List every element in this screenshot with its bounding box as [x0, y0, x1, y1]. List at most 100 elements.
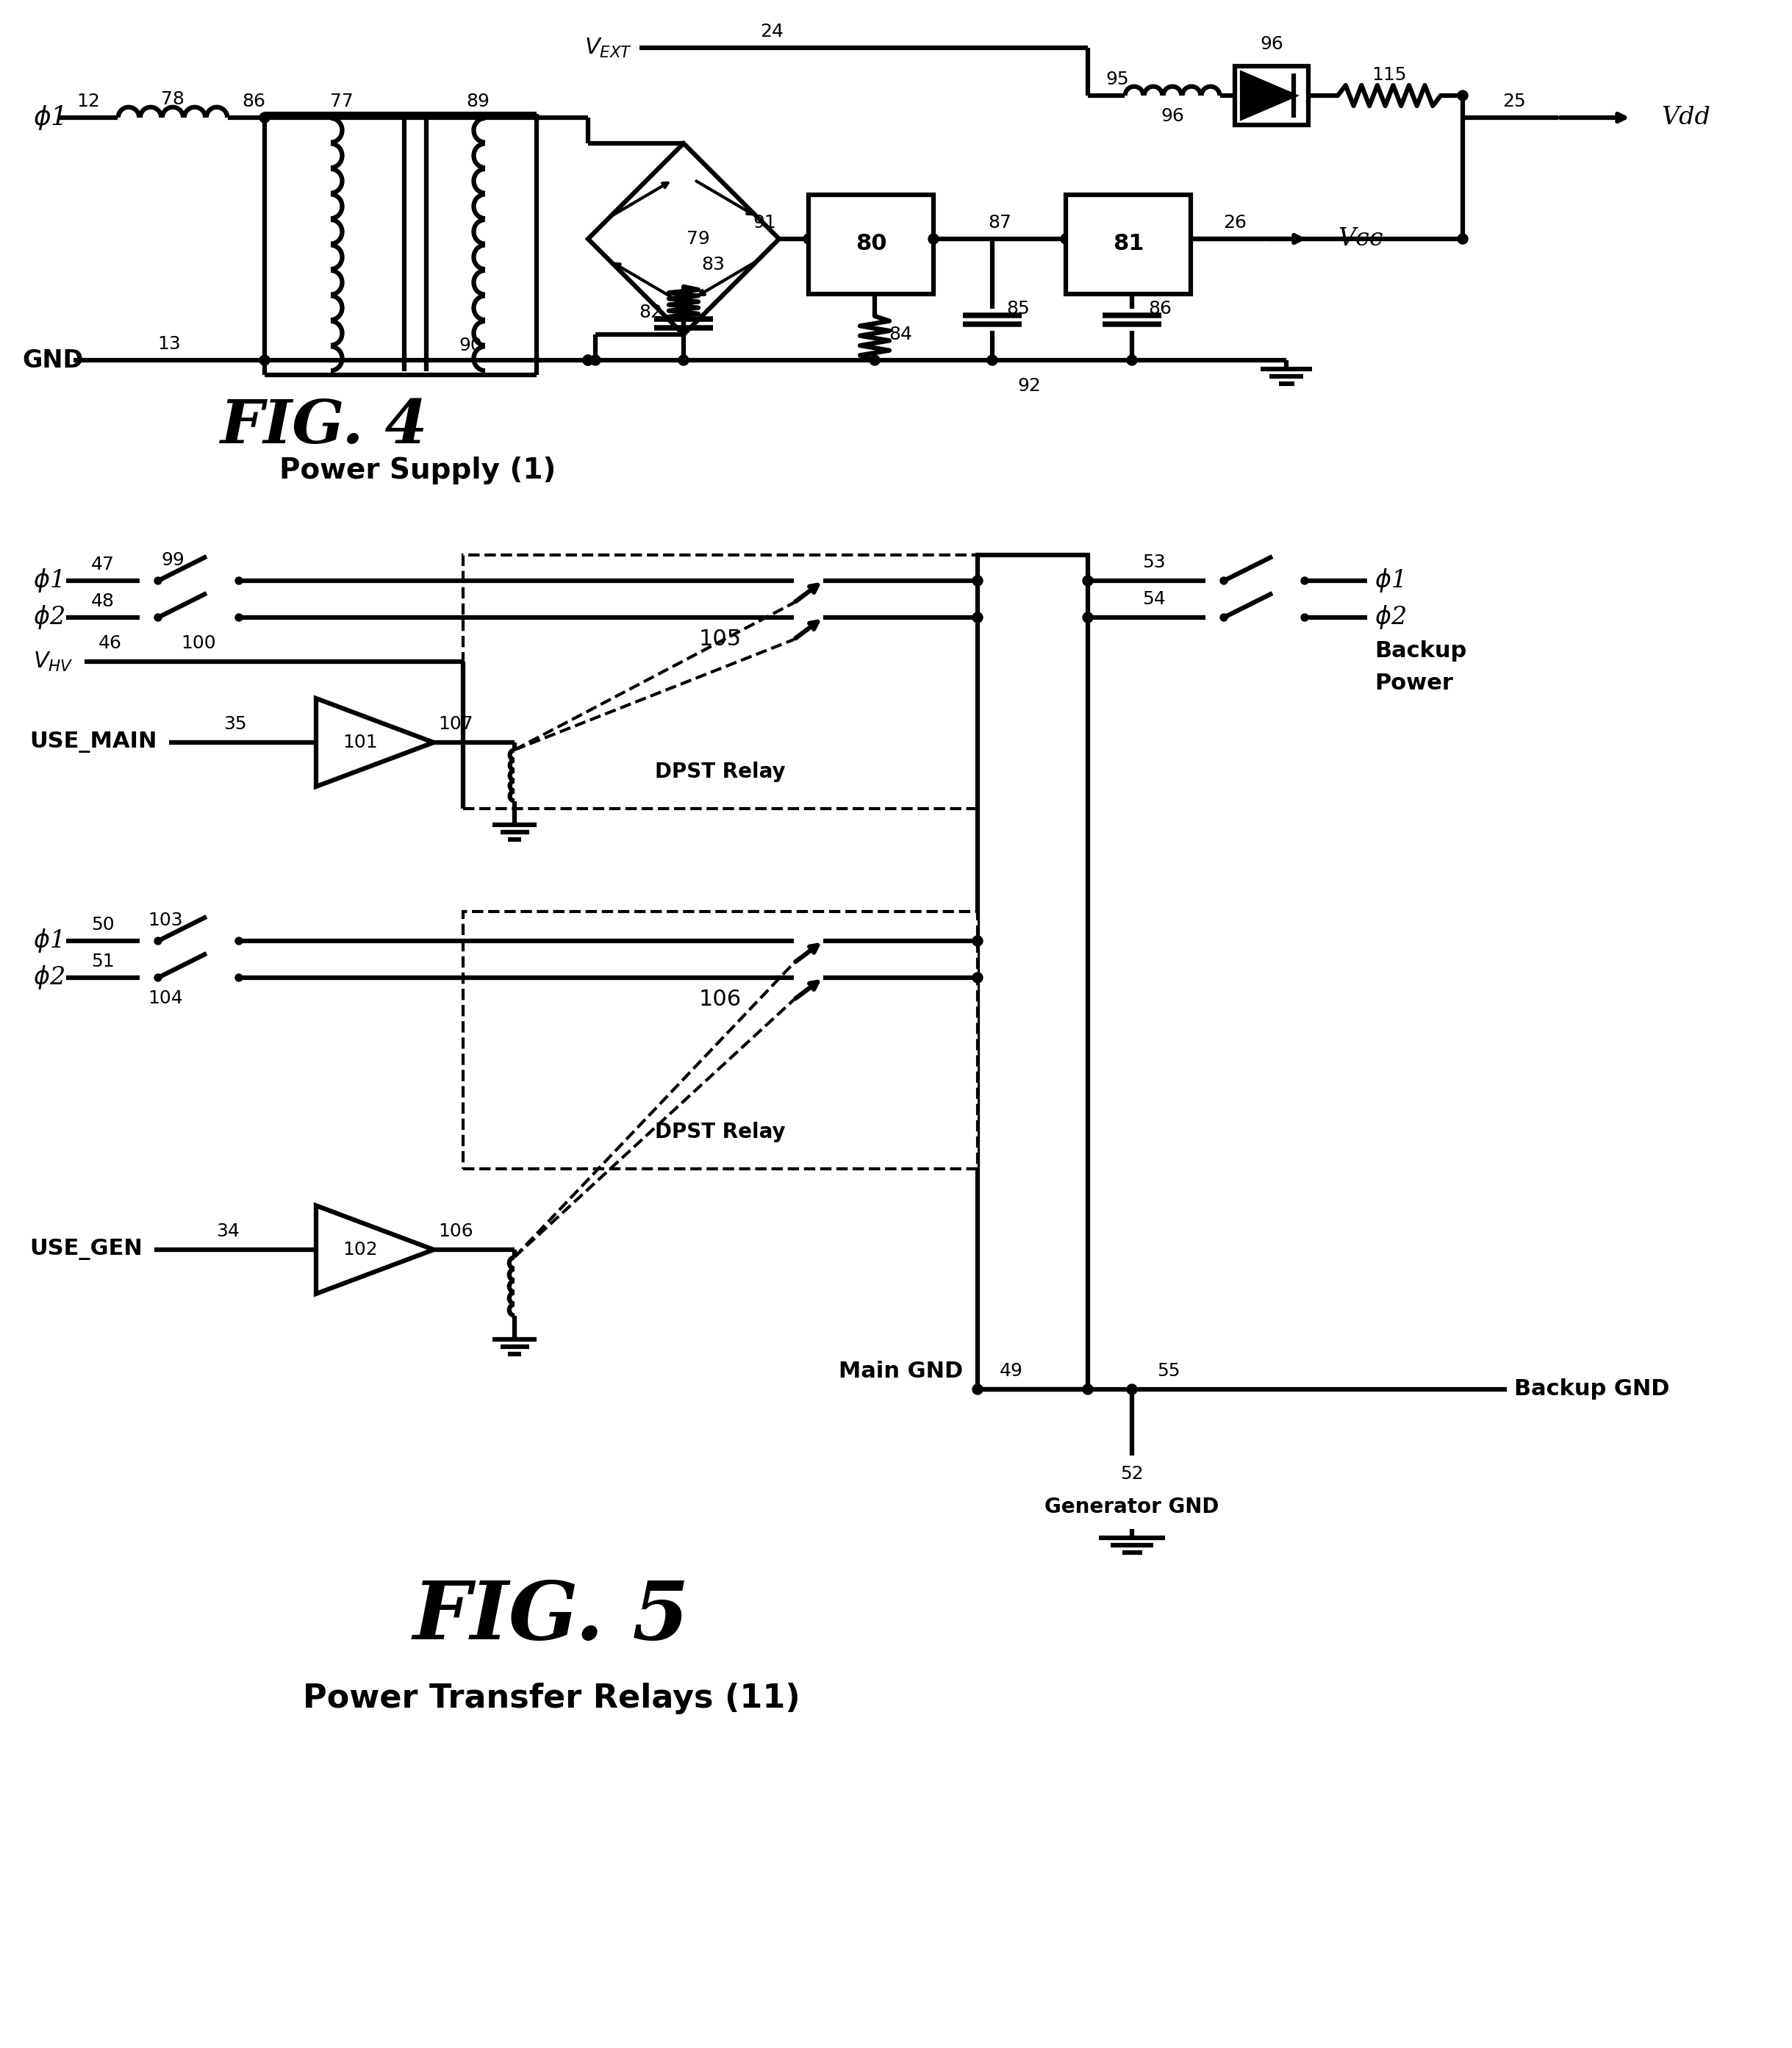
Text: $\phi$1: $\phi$1	[32, 104, 65, 131]
Text: DPST Relay: DPST Relay	[656, 1122, 785, 1143]
Circle shape	[803, 233, 814, 244]
Circle shape	[1220, 614, 1228, 621]
Text: 54: 54	[1142, 590, 1165, 608]
Circle shape	[582, 354, 593, 365]
Circle shape	[928, 233, 939, 244]
Bar	[1066, 195, 1190, 295]
Circle shape	[1082, 1384, 1093, 1395]
Text: 49: 49	[1000, 1362, 1023, 1380]
Text: 35: 35	[224, 715, 247, 733]
Polygon shape	[315, 698, 434, 786]
Text: Power Supply (1): Power Supply (1)	[280, 457, 556, 485]
Text: 96: 96	[1161, 106, 1185, 125]
Text: 79: 79	[686, 229, 710, 248]
Circle shape	[1220, 578, 1228, 584]
Circle shape	[235, 938, 242, 944]
Text: FIG. 5: FIG. 5	[412, 1577, 690, 1657]
Text: Backup: Backup	[1374, 639, 1466, 662]
Text: 103: 103	[149, 911, 183, 930]
Text: 95: 95	[1106, 70, 1129, 88]
Text: 47: 47	[91, 555, 115, 573]
Text: $V_{EXT}$: $V_{EXT}$	[584, 37, 633, 59]
Bar	[462, 911, 978, 1169]
Text: 77: 77	[330, 92, 353, 111]
Text: $\phi$2: $\phi$2	[1374, 604, 1407, 631]
Text: 24: 24	[760, 23, 783, 41]
Circle shape	[973, 1384, 982, 1395]
Text: Vcc: Vcc	[1339, 227, 1383, 250]
Text: 12: 12	[77, 92, 100, 111]
Text: 101: 101	[342, 733, 378, 752]
Text: 91: 91	[753, 213, 776, 231]
Circle shape	[154, 578, 161, 584]
Circle shape	[154, 614, 161, 621]
Circle shape	[590, 354, 600, 365]
Text: 84: 84	[889, 326, 912, 344]
Text: 48: 48	[91, 592, 115, 610]
Text: 51: 51	[91, 952, 115, 971]
Text: 90: 90	[459, 336, 482, 354]
Text: 89: 89	[466, 92, 489, 111]
Text: Main GND: Main GND	[839, 1360, 962, 1382]
Circle shape	[582, 354, 593, 365]
Bar	[808, 195, 934, 295]
Circle shape	[973, 612, 982, 623]
Text: 81: 81	[1113, 233, 1143, 254]
Text: 46: 46	[99, 635, 122, 651]
Text: 50: 50	[91, 915, 115, 934]
Text: 92: 92	[1018, 377, 1041, 395]
Circle shape	[987, 354, 998, 365]
Circle shape	[869, 354, 880, 365]
Text: 78: 78	[161, 90, 185, 109]
Text: Power: Power	[1374, 674, 1453, 694]
Circle shape	[973, 575, 982, 586]
Text: 86: 86	[242, 92, 265, 111]
Text: 106: 106	[439, 1223, 473, 1241]
Circle shape	[1061, 233, 1072, 244]
Text: $\phi$1: $\phi$1	[1374, 567, 1403, 594]
Circle shape	[1301, 614, 1308, 621]
Circle shape	[235, 614, 242, 621]
Text: $\phi$1: $\phi$1	[32, 928, 61, 954]
Text: Power Transfer Relays (11): Power Transfer Relays (11)	[303, 1681, 799, 1714]
Text: 26: 26	[1224, 213, 1247, 231]
Text: Generator GND: Generator GND	[1045, 1497, 1219, 1518]
Circle shape	[154, 938, 161, 944]
Circle shape	[1457, 233, 1468, 244]
Circle shape	[1082, 575, 1093, 586]
Polygon shape	[1242, 74, 1294, 117]
Text: 83: 83	[701, 256, 724, 274]
Text: 82: 82	[638, 303, 663, 322]
Circle shape	[1301, 578, 1308, 584]
Circle shape	[235, 578, 242, 584]
Circle shape	[973, 936, 982, 946]
Text: 102: 102	[342, 1241, 378, 1260]
Text: 107: 107	[439, 715, 473, 733]
Text: 99: 99	[161, 551, 185, 569]
Circle shape	[679, 354, 688, 365]
Polygon shape	[588, 143, 780, 334]
Circle shape	[973, 973, 982, 983]
Text: 115: 115	[1371, 66, 1407, 84]
Circle shape	[154, 975, 161, 981]
Text: 80: 80	[855, 233, 887, 254]
Circle shape	[260, 113, 271, 123]
Text: 52: 52	[1120, 1464, 1143, 1483]
Text: 86: 86	[1149, 299, 1172, 317]
Text: $\phi$2: $\phi$2	[32, 604, 65, 631]
Polygon shape	[315, 1206, 434, 1294]
Text: DPST Relay: DPST Relay	[656, 762, 785, 782]
Text: 13: 13	[158, 336, 181, 352]
Circle shape	[1127, 1384, 1138, 1395]
Text: USE_GEN: USE_GEN	[29, 1239, 142, 1260]
Text: $\phi$1: $\phi$1	[32, 567, 61, 594]
Bar	[1235, 66, 1308, 125]
Bar	[462, 555, 978, 809]
Bar	[978, 555, 1088, 1389]
Text: 25: 25	[1502, 92, 1525, 111]
Circle shape	[260, 354, 271, 365]
Text: Vdd: Vdd	[1661, 106, 1710, 129]
Circle shape	[235, 975, 242, 981]
Text: $V_{HV}$: $V_{HV}$	[32, 649, 73, 674]
Text: 34: 34	[217, 1223, 240, 1241]
